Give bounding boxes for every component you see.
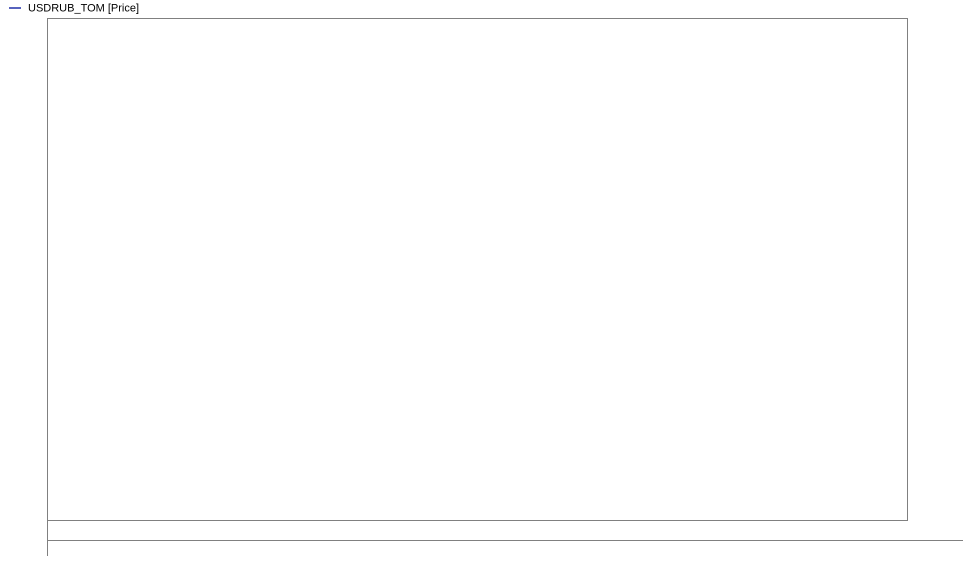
legend-label: USDRUB_TOM [Price] [28, 2, 139, 14]
plot-frame [47, 18, 908, 521]
